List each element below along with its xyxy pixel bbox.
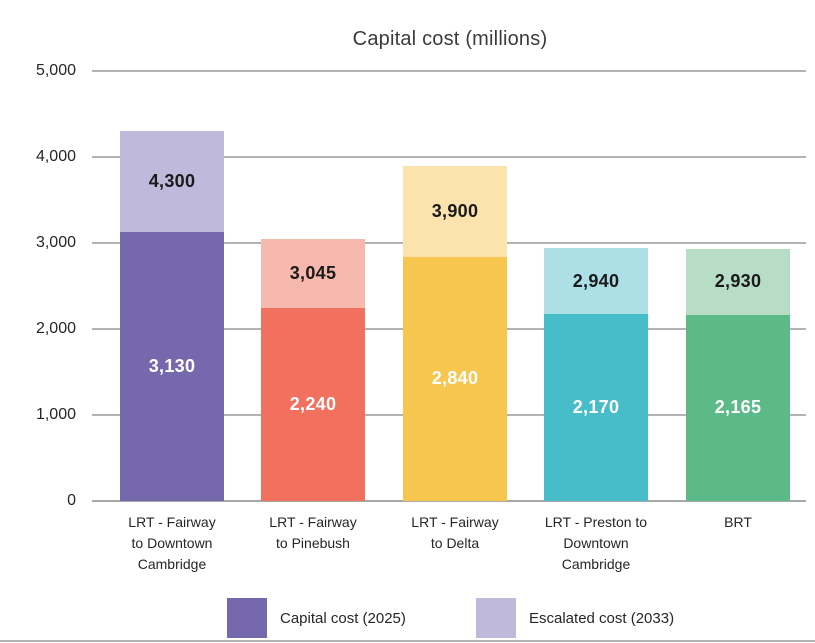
x-axis-category-label: LRT - Preston to Downtown Cambridge: [544, 514, 648, 572]
bar-segment-escalated-cost: 2,940: [544, 248, 648, 315]
bar-segment-capital-cost: 2,240: [261, 308, 365, 501]
bar-segment-escalated-cost: 4,300: [120, 131, 224, 232]
legend-item-capital-cost: Capital cost (2025): [227, 598, 406, 638]
bar-value-escalated: 4,300: [148, 170, 196, 191]
bar-value-escalated: 3,900: [431, 200, 479, 221]
legend-label-escalated-cost: Escalated cost (2033): [529, 609, 675, 627]
legend-item-escalated-cost: Escalated cost (2033): [476, 598, 674, 638]
bar-segment-capital-cost: 3,130: [120, 231, 224, 501]
y-axis-tick-label: 5,000: [35, 62, 76, 79]
bar-value-capital: 2,840: [431, 368, 479, 389]
legend-swatch-capital-cost: [227, 598, 267, 638]
y-axis-tick-label: 3,000: [35, 234, 76, 251]
chart-title: Capital cost (millions): [352, 28, 548, 50]
bar-value-capital: 2,165: [714, 397, 762, 418]
bottom-divider: [0, 640, 815, 642]
bar-segment-capital-cost: 2,840: [403, 256, 507, 501]
x-axis-category-label: BRT: [724, 514, 752, 530]
bar-segment-capital-cost: 2,170: [544, 314, 648, 501]
gridline: [92, 70, 806, 72]
legend-label-capital-cost: Capital cost (2025): [280, 609, 406, 627]
bar-segment-escalated-cost: 3,900: [403, 165, 507, 257]
bar-segment-capital-cost: 2,165: [686, 314, 790, 501]
y-axis-tick-label: 0: [67, 492, 76, 509]
x-axis-category-label: LRT - Fairway to Downtown Cambridge: [128, 514, 216, 572]
bar-value-escalated: 2,940: [572, 270, 620, 291]
y-axis-tick-label: 1,000: [35, 406, 76, 423]
gridline: [92, 500, 806, 502]
x-axis-category-label: LRT - Fairway to Pinebush: [269, 514, 357, 551]
gridline: [92, 156, 806, 158]
y-axis-tick-label: 2,000: [35, 320, 76, 337]
x-axis-category-label: LRT - Fairway to Delta: [411, 514, 499, 551]
y-axis-tick-label: 4,000: [35, 148, 76, 165]
bar-value-escalated: 3,045: [289, 263, 337, 284]
bar-segment-escalated-cost: 2,930: [686, 249, 790, 315]
bar-segment-escalated-cost: 3,045: [261, 239, 365, 309]
bar-value-capital: 2,170: [572, 397, 620, 418]
bar-value-capital: 2,240: [289, 394, 337, 415]
legend-swatch-escalated-cost: [476, 598, 516, 638]
bar-value-capital: 3,130: [148, 355, 196, 376]
bar-value-escalated: 2,930: [714, 271, 762, 292]
